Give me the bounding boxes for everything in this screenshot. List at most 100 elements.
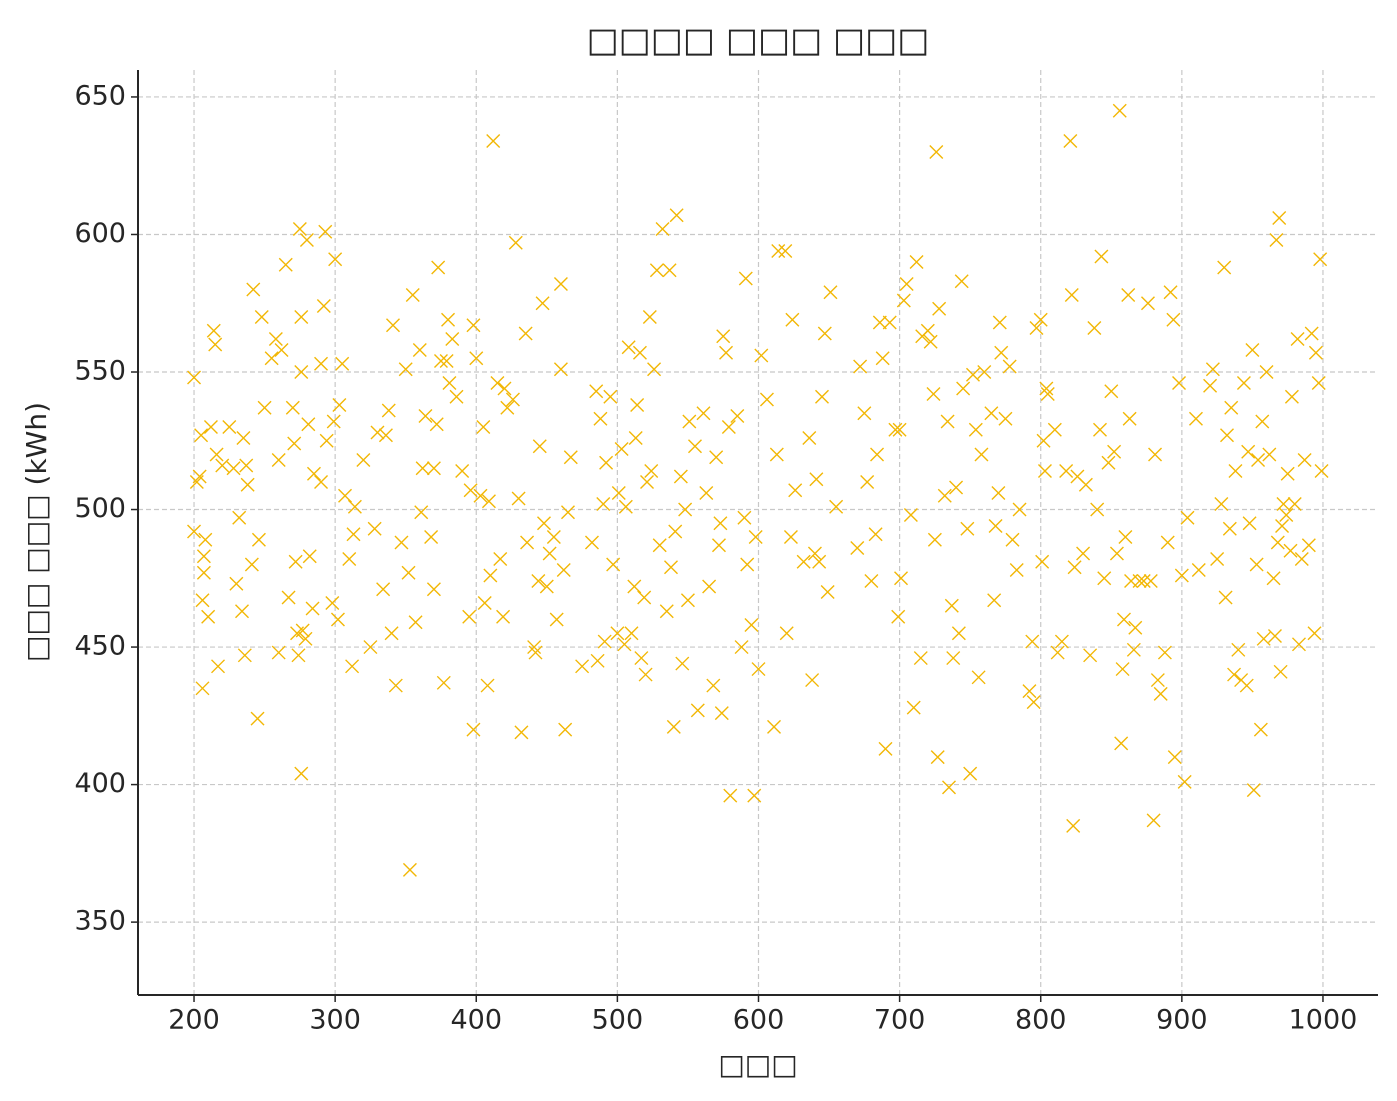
point [714,706,729,721]
point [278,257,293,272]
point [690,703,705,718]
point [235,604,249,619]
point [1040,387,1055,402]
y-tick-label: 650 [74,80,126,111]
point [319,433,334,448]
point [740,557,755,572]
point [1126,642,1141,657]
point [196,565,211,580]
point [1231,642,1246,657]
point [1064,287,1079,302]
point [376,582,391,597]
point [783,530,798,545]
point [1063,133,1078,148]
point [384,626,399,641]
point [929,144,944,159]
point [809,472,824,487]
point [820,585,835,600]
point [1107,444,1122,459]
point [963,766,978,781]
point [560,505,575,520]
point [1220,428,1234,443]
point [1047,422,1062,437]
point [1148,447,1163,462]
point [274,343,289,357]
point [1280,466,1295,481]
point [611,486,626,501]
point [305,601,320,616]
point [1241,444,1256,459]
point [497,381,512,396]
x-tick-label: 300 [309,1005,361,1036]
point [627,579,642,594]
point [896,293,911,308]
point [1067,560,1082,575]
point [1222,521,1237,536]
point [285,400,300,415]
point [281,590,296,605]
point [532,439,547,454]
point [518,326,533,341]
point [1039,381,1054,396]
point [1054,634,1069,649]
point [621,340,636,355]
point [271,645,286,660]
point [711,538,726,553]
point [237,648,252,663]
point [254,310,269,324]
point [1304,326,1319,341]
point [1128,620,1143,635]
point [618,499,633,514]
point [563,450,578,465]
point [1276,497,1291,512]
point [637,590,652,605]
point [738,271,753,286]
point [402,862,417,877]
point [960,521,975,536]
point [229,576,244,591]
point [195,681,210,696]
point [1203,378,1218,393]
point [192,469,207,484]
point [868,527,883,542]
point [992,315,1007,330]
y-axis-label: □□□ □□□ (kWh) [20,402,53,662]
point [356,453,371,468]
point [486,133,501,148]
point [932,301,947,316]
point [807,546,822,561]
point [1270,535,1285,550]
point [1029,321,1044,335]
point [196,549,211,564]
point [294,310,309,324]
point [226,461,241,476]
point [860,475,875,490]
point [505,392,520,407]
point [597,634,612,649]
y-tick-label: 600 [74,218,126,249]
point [388,678,403,693]
point [527,640,542,655]
point [480,678,495,693]
point [1266,571,1281,586]
point [328,252,343,267]
point [195,593,210,608]
point [1228,464,1243,479]
point [496,609,511,624]
point [666,719,681,734]
x-tick-label: 500 [592,1005,644,1036]
point [246,282,261,297]
point [937,488,952,503]
point [433,354,448,368]
point [1104,384,1119,399]
point [1262,447,1277,462]
point [678,502,693,517]
point [1279,508,1294,523]
point [942,780,956,795]
point [815,389,829,404]
point [1275,519,1290,534]
point [294,365,309,380]
point [462,609,477,624]
point [302,549,317,564]
point [1217,260,1232,275]
